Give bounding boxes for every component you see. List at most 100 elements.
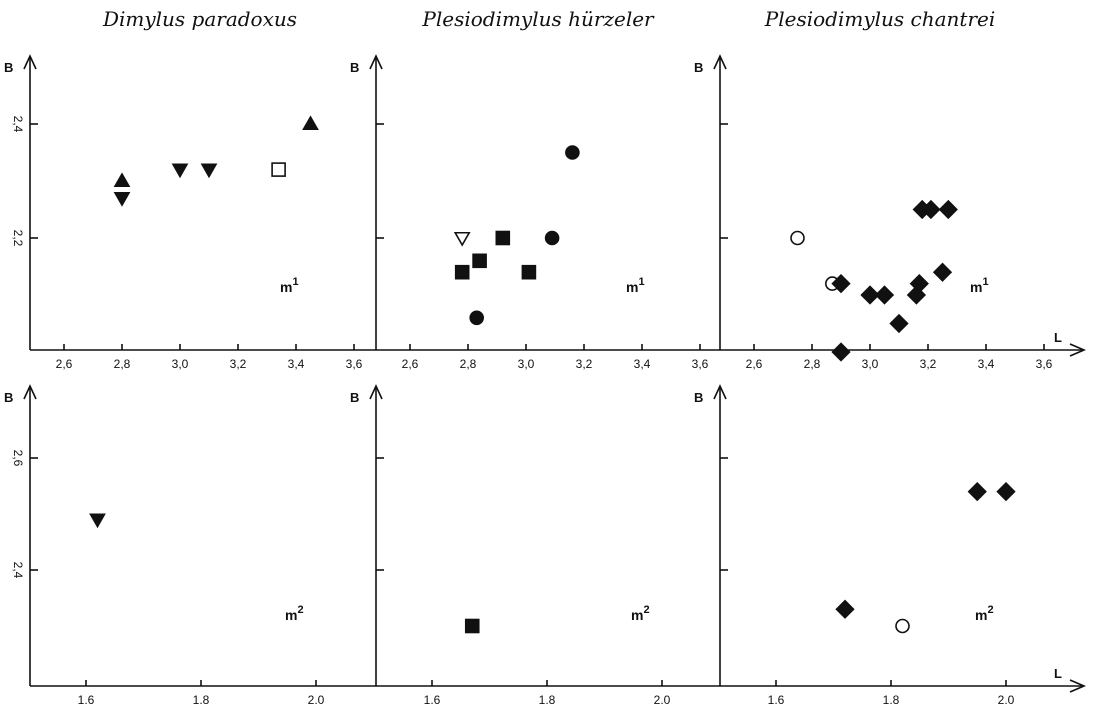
- data-point-triangle-down-filled: [171, 163, 189, 179]
- y-tick-label: 2,4: [11, 562, 25, 579]
- tooth-position-label: m1: [970, 276, 989, 295]
- data-point-triangle-down-filled: [200, 163, 218, 179]
- x-tick-label: 3,2: [920, 357, 937, 371]
- data-point-triangle-down-filled: [113, 192, 131, 207]
- data-point-square-filled: [454, 264, 470, 280]
- y-axis-label: B: [694, 60, 703, 75]
- x-axis-arrow: [1069, 343, 1087, 357]
- x-tick-label: 3,0: [518, 357, 535, 371]
- y-axis-label: B: [350, 60, 359, 75]
- x-axis-label: L: [1054, 666, 1062, 681]
- x-tick-label: 3,2: [576, 357, 593, 371]
- data-point-diamond-filled: [967, 481, 987, 502]
- y-axis-label: B: [350, 390, 359, 405]
- x-tick-label: 2,6: [746, 357, 763, 371]
- x-tick-label: 1,6: [78, 693, 95, 704]
- data-point-triangle-down-filled: [89, 513, 106, 529]
- data-point-diamond-filled: [889, 313, 909, 334]
- data-point-diamond-filled: [835, 599, 855, 619]
- tooth-label-sup: 2: [987, 604, 993, 616]
- y-axis-arrow: [23, 54, 37, 70]
- x-tick-label: 3,0: [172, 357, 189, 371]
- tooth-label-sup: 1: [982, 276, 988, 288]
- tooth-position-label: m1: [280, 276, 299, 295]
- title-plesiodimylus-hurzeleri: Plesiodimylus hürzeler: [421, 7, 655, 31]
- tooth-position-label: m2: [975, 604, 994, 623]
- data-point-circle-filled: [544, 230, 560, 246]
- data-point-triangle-up-filled: [113, 172, 131, 188]
- data-point-diamond-filled: [932, 262, 953, 282]
- panel-1-0: B 2,4 2,6 1,6 1,8 2,0 m2: [4, 384, 325, 704]
- panel-0-1: B 2,6 2,8 3,0 3,2 3,4 3,6 m1: [350, 54, 709, 371]
- y-axis-label: B: [4, 60, 13, 75]
- x-tick-label: 2,6: [56, 357, 73, 371]
- tooth-label-sup: 2: [643, 604, 649, 616]
- data-point-triangle-down-open: [453, 231, 471, 247]
- x-tick-label: 2,8: [114, 357, 131, 371]
- data-point-square-filled: [472, 253, 487, 269]
- y-tick-label: 2,2: [11, 230, 25, 247]
- tooth-label-sup: 2: [297, 604, 303, 616]
- data-point-triangle-up-filled: [302, 115, 319, 131]
- panel-0-2: BL2,6 2,8 3,0 3,2 3,4 3,6m1: [30, 54, 1087, 371]
- data-point-diamond-filled: [831, 273, 851, 294]
- data-point-circle-filled: [565, 145, 580, 160]
- tooth-label-sup: 1: [292, 276, 298, 288]
- data-point-diamond-filled: [909, 273, 929, 294]
- x-tick-label: 3,6: [1036, 357, 1053, 371]
- tooth-label-base: m: [975, 607, 987, 623]
- y-axis-arrow: [713, 54, 727, 70]
- x-tick-label: 2,8: [804, 357, 821, 371]
- x-tick-label: 2,6: [402, 357, 419, 371]
- x-tick-label: 3,4: [634, 357, 651, 371]
- data-point-circle-open: [895, 618, 910, 634]
- tooth-position-label: m2: [631, 604, 650, 623]
- data-point-square-filled: [464, 618, 480, 634]
- tooth-label-base: m: [970, 279, 982, 295]
- data-point-diamond-filled: [996, 481, 1016, 502]
- data-point-square-filled: [495, 230, 511, 246]
- y-axis-arrow: [23, 384, 37, 400]
- tooth-position-label: m2: [285, 604, 304, 623]
- x-axis-label: L: [1054, 330, 1062, 345]
- x-tick-label: 1,6: [424, 693, 441, 704]
- x-tick-label: 1,8: [883, 693, 900, 704]
- panel-1-1: B 1,6 1,8 2,0 m2: [350, 384, 671, 704]
- x-tick-label: 2,0: [308, 693, 325, 704]
- x-tick-label: 3,6: [692, 357, 709, 371]
- x-tick-label: 3,2: [230, 357, 247, 371]
- data-point-circle-open: [790, 230, 805, 246]
- x-axis-arrow: [1069, 679, 1087, 693]
- tooth-label-base: m: [285, 607, 297, 623]
- tooth-label-sup: 1: [638, 276, 644, 288]
- y-axis-label: B: [694, 390, 703, 405]
- data-point-diamond-filled: [831, 342, 851, 362]
- x-tick-label: 2,0: [654, 693, 671, 704]
- title-plesiodimylus-chantrei: Plesiodimylus chantrei: [764, 7, 995, 31]
- x-tick-label: 1,8: [539, 693, 556, 704]
- x-tick-label: 2,8: [460, 357, 477, 371]
- y-tick-label: 2,4: [11, 116, 25, 133]
- x-tick-label: 2,0: [998, 693, 1015, 704]
- y-axis-arrow: [369, 384, 383, 400]
- data-point-diamond-filled: [921, 199, 941, 220]
- data-point-circle-filled: [469, 310, 485, 326]
- y-axis-label: B: [4, 390, 13, 405]
- tooth-position-label: m1: [626, 276, 645, 295]
- y-axis-arrow: [369, 54, 383, 70]
- data-point-diamond-filled: [874, 285, 895, 305]
- tooth-label-base: m: [631, 607, 643, 623]
- x-tick-label: 3,0: [862, 357, 879, 371]
- x-tick-label: 3,6: [346, 357, 363, 371]
- tooth-label-base: m: [626, 279, 638, 295]
- panel-1-2: BL1,6 1,8 2,0m2: [30, 384, 1087, 704]
- x-tick-label: 3,4: [288, 357, 305, 371]
- data-point-diamond-filled: [938, 199, 958, 220]
- y-axis-arrow: [713, 384, 727, 400]
- tooth-label-base: m: [280, 279, 292, 295]
- y-tick-label: 2,6: [11, 450, 25, 467]
- x-tick-label: 1,8: [193, 693, 210, 704]
- data-point-square-open: [271, 162, 286, 177]
